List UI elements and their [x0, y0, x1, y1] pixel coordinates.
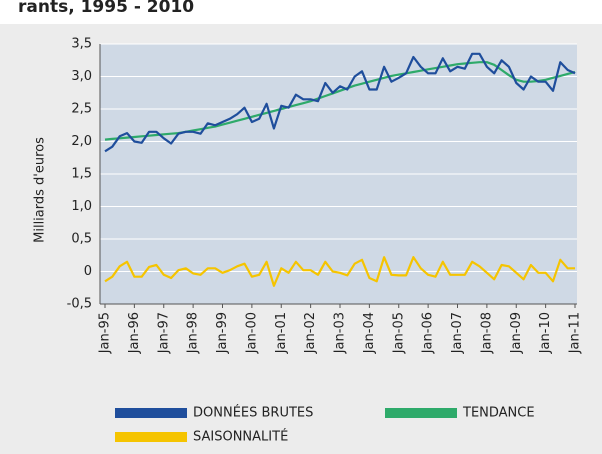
y-tick-label: 1,0	[71, 199, 92, 214]
legend-label: TENDANCE	[462, 406, 535, 421]
x-tick-label: Jan-97	[156, 312, 171, 354]
x-tick-label: Jan-06	[421, 312, 436, 354]
series-line	[104, 256, 575, 287]
x-tick-label: Jan-02	[303, 312, 318, 354]
legend-swatch	[115, 432, 187, 442]
y-tick-label: 2,5	[71, 102, 92, 117]
x-tick-label: Jan-00	[244, 312, 259, 354]
x-tick-label: Jan-08	[479, 312, 494, 354]
legend-swatch	[385, 408, 457, 418]
x-tick-label: Jan-07	[450, 312, 465, 354]
x-tick-label: Jan-98	[186, 312, 201, 354]
y-axis-label: Milliards d'euros	[33, 137, 48, 243]
x-tick-label: Jan-09	[509, 312, 524, 354]
chart-title: rants, 1995 - 2010	[18, 0, 194, 17]
y-tick-label: 2,0	[71, 134, 92, 149]
x-tick-label: Jan-05	[391, 312, 406, 354]
legend-swatch	[115, 408, 187, 418]
x-tick-label: Jan-11	[568, 312, 583, 354]
y-tick-label: -0,5	[67, 297, 92, 312]
x-tick-label: Jan-96	[127, 312, 142, 354]
y-tick-label: 0,5	[71, 232, 92, 247]
y-tick-label: 1,5	[71, 167, 92, 182]
x-tick-label: Jan-04	[362, 312, 377, 354]
legend-label: DONNÉES BRUTES	[193, 405, 313, 421]
series-line	[104, 52, 576, 153]
y-tick-label: 3,5	[71, 37, 92, 52]
x-tick-label: Jan-03	[333, 312, 348, 354]
y-tick-label: 0	[84, 264, 92, 279]
x-tick-label: Jan-10	[538, 312, 553, 354]
x-tick-label: Jan-95	[98, 312, 113, 354]
x-tick-label: Jan-99	[215, 312, 230, 354]
x-tick-label: Jan-01	[274, 312, 289, 354]
y-tick-label: 3,0	[71, 69, 92, 84]
legend-label: SAISONNALITÉ	[193, 429, 288, 445]
